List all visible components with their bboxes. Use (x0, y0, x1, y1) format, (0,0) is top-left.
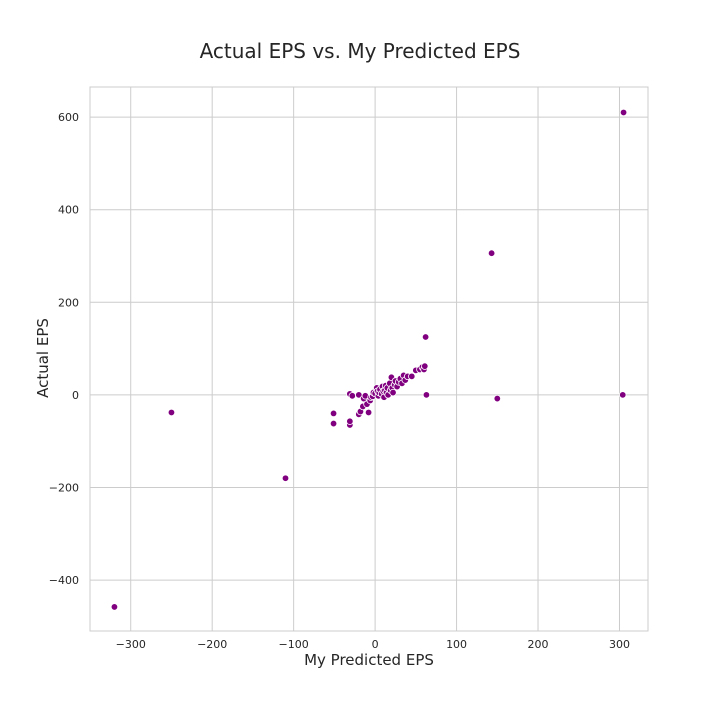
y-tick-label: −400 (49, 574, 79, 587)
y-tick-label: −200 (49, 481, 79, 494)
grid-lines (90, 87, 648, 631)
y-tick-labels: −400 −200 0 200 400 600 (49, 111, 79, 587)
data-point (421, 362, 429, 370)
data-point (493, 394, 501, 403)
data-point (348, 392, 357, 400)
chart-title: Actual EPS vs. My Predicted EPS (200, 39, 521, 63)
data-point (421, 333, 430, 341)
y-tick-label: 400 (58, 204, 79, 217)
x-tick-label: 0 (372, 638, 379, 651)
x-tick-label: −300 (116, 638, 146, 651)
x-tick-label: 200 (528, 638, 549, 651)
x-tick-label: −200 (197, 638, 227, 651)
data-point (110, 603, 119, 611)
y-axis-label: Actual EPS (34, 318, 52, 398)
data-point (619, 108, 628, 117)
data-points (110, 108, 628, 611)
y-tick-label: 200 (58, 296, 79, 309)
data-point (329, 419, 338, 428)
data-point (422, 391, 431, 399)
x-tick-label: −100 (279, 638, 309, 651)
data-point (364, 408, 373, 417)
data-point (346, 417, 354, 425)
data-point (389, 388, 397, 397)
x-tick-labels: −300 −200 −100 0 100 200 300 (116, 638, 630, 651)
x-axis-label: My Predicted EPS (304, 651, 434, 669)
y-tick-label: 600 (58, 111, 79, 124)
data-point (487, 249, 496, 257)
data-point (619, 391, 627, 399)
plot-area (89, 86, 649, 632)
x-tick-label: 300 (609, 638, 630, 651)
data-point (329, 409, 338, 418)
data-point (408, 372, 416, 381)
y-tick-label: 0 (72, 389, 79, 402)
x-tick-label: 100 (446, 638, 467, 651)
data-point (281, 474, 290, 482)
data-point (167, 408, 176, 417)
